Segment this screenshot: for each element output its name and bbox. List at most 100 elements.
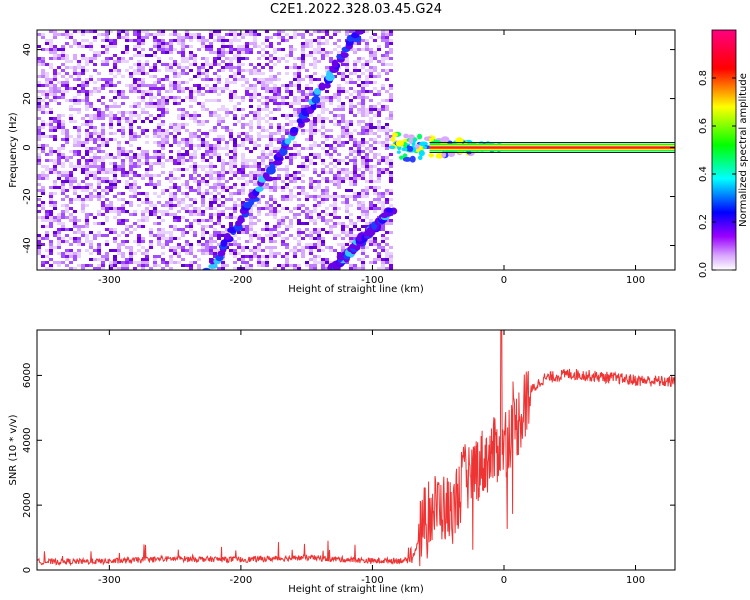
heatmap-cell: [317, 117, 321, 120]
heatmap-cell: [289, 123, 293, 126]
heatmap-cell: [325, 231, 329, 234]
heatmap-cell: [61, 138, 65, 141]
heatmap-cell: [193, 114, 197, 117]
heatmap-cell: [345, 57, 349, 60]
heatmap-cell: [89, 258, 93, 261]
heatmap-cell: [173, 159, 177, 162]
heatmap-cell: [269, 210, 273, 213]
heatmap-cell: [129, 87, 133, 90]
heatmap-cell: [233, 267, 237, 270]
heatmap-cell: [269, 66, 273, 69]
heatmap-cell: [157, 141, 161, 144]
heatmap-cell: [169, 204, 173, 207]
heatmap-cell: [85, 78, 89, 81]
heatmap-cell: [125, 150, 129, 153]
heatmap-cell: [157, 87, 161, 90]
heatmap-cell: [321, 51, 325, 54]
heatmap-cell: [205, 192, 209, 195]
heatmap-cell: [157, 117, 161, 120]
heatmap-cell: [93, 129, 97, 132]
heatmap-cell: [217, 213, 221, 216]
heatmap-cell: [329, 225, 333, 228]
heatmap-cell: [229, 192, 233, 195]
heatmap-cell: [189, 78, 193, 81]
heatmap-cell: [217, 48, 221, 51]
heatmap-cell: [237, 33, 241, 36]
heatmap-cell: [137, 264, 141, 267]
heatmap-cell: [149, 54, 153, 57]
heatmap-cell: [125, 240, 129, 243]
heatmap-cell: [325, 117, 329, 120]
heatmap-cell: [61, 183, 65, 186]
heatmap-cell: [321, 168, 325, 171]
heatmap-cell: [77, 183, 81, 186]
heatmap-cell: [201, 195, 205, 198]
heatmap-cell: [345, 225, 349, 228]
heatmap-cell: [201, 42, 205, 45]
heatmap-cell: [313, 162, 317, 165]
heatmap-cell: [53, 165, 57, 168]
heatmap-cell: [153, 96, 157, 99]
heatmap-cell: [41, 93, 45, 96]
heatmap-cell: [153, 39, 157, 42]
heatmap-cell: [181, 111, 185, 114]
heatmap-cell: [229, 33, 233, 36]
heatmap-cell: [297, 69, 301, 72]
heatmap-cell: [373, 156, 377, 159]
heatmap-cell: [365, 216, 369, 219]
heatmap-cell: [53, 246, 57, 249]
heatmap-cell: [309, 258, 313, 261]
heatmap-cell: [357, 174, 361, 177]
heatmap-cell: [377, 246, 381, 249]
tone-blob: [396, 150, 401, 154]
heatmap-cell: [365, 213, 369, 216]
heatmap-cell: [105, 234, 109, 237]
heatmap-cell: [57, 156, 61, 159]
heatmap-cell: [157, 99, 161, 102]
heatmap-cell: [73, 138, 77, 141]
heatmap-cell: [113, 90, 117, 93]
heatmap-cell: [201, 234, 205, 237]
heatmap-cell: [121, 171, 125, 174]
heatmap-cell: [189, 96, 193, 99]
heatmap-cell: [181, 123, 185, 126]
heatmap-cell: [85, 240, 89, 243]
heatmap-cell: [145, 84, 149, 87]
heatmap-cell: [101, 165, 105, 168]
heatmap-cell: [89, 132, 93, 135]
heatmap-cell: [161, 165, 165, 168]
heatmap-cell: [125, 234, 129, 237]
heatmap-cell: [301, 57, 305, 60]
heatmap-cell: [337, 90, 341, 93]
heatmap-cell: [181, 45, 185, 48]
heatmap-cell: [61, 51, 65, 54]
heatmap-cell: [153, 183, 157, 186]
heatmap-cell: [285, 156, 289, 159]
heatmap-cell: [73, 126, 77, 129]
heatmap-cell: [217, 78, 221, 81]
heatmap-cell: [253, 159, 257, 162]
heatmap-cell: [261, 153, 265, 156]
heatmap-cell: [109, 69, 113, 72]
heatmap-cell: [193, 168, 197, 171]
heatmap-cell: [345, 156, 349, 159]
heatmap-cell: [113, 255, 117, 258]
heatmap-cell: [133, 267, 137, 270]
heatmap-cell: [93, 30, 97, 33]
heatmap-cell: [273, 108, 277, 111]
heatmap-cell: [129, 150, 133, 153]
heatmap-cell: [193, 261, 197, 264]
heatmap-cell: [113, 165, 117, 168]
heatmap-cell: [305, 261, 309, 264]
heatmap-cell: [389, 111, 393, 114]
heatmap-cell: [265, 81, 269, 84]
heatmap-cell: [113, 162, 117, 165]
heatmap-cell: [105, 258, 109, 261]
heatmap-cell: [117, 156, 121, 159]
streak-blob: [237, 215, 245, 224]
heatmap-cell: [181, 249, 185, 252]
heatmap-cell: [97, 150, 101, 153]
heatmap-cell: [53, 117, 57, 120]
heatmap-cell: [325, 69, 329, 72]
heatmap-cell: [189, 141, 193, 144]
